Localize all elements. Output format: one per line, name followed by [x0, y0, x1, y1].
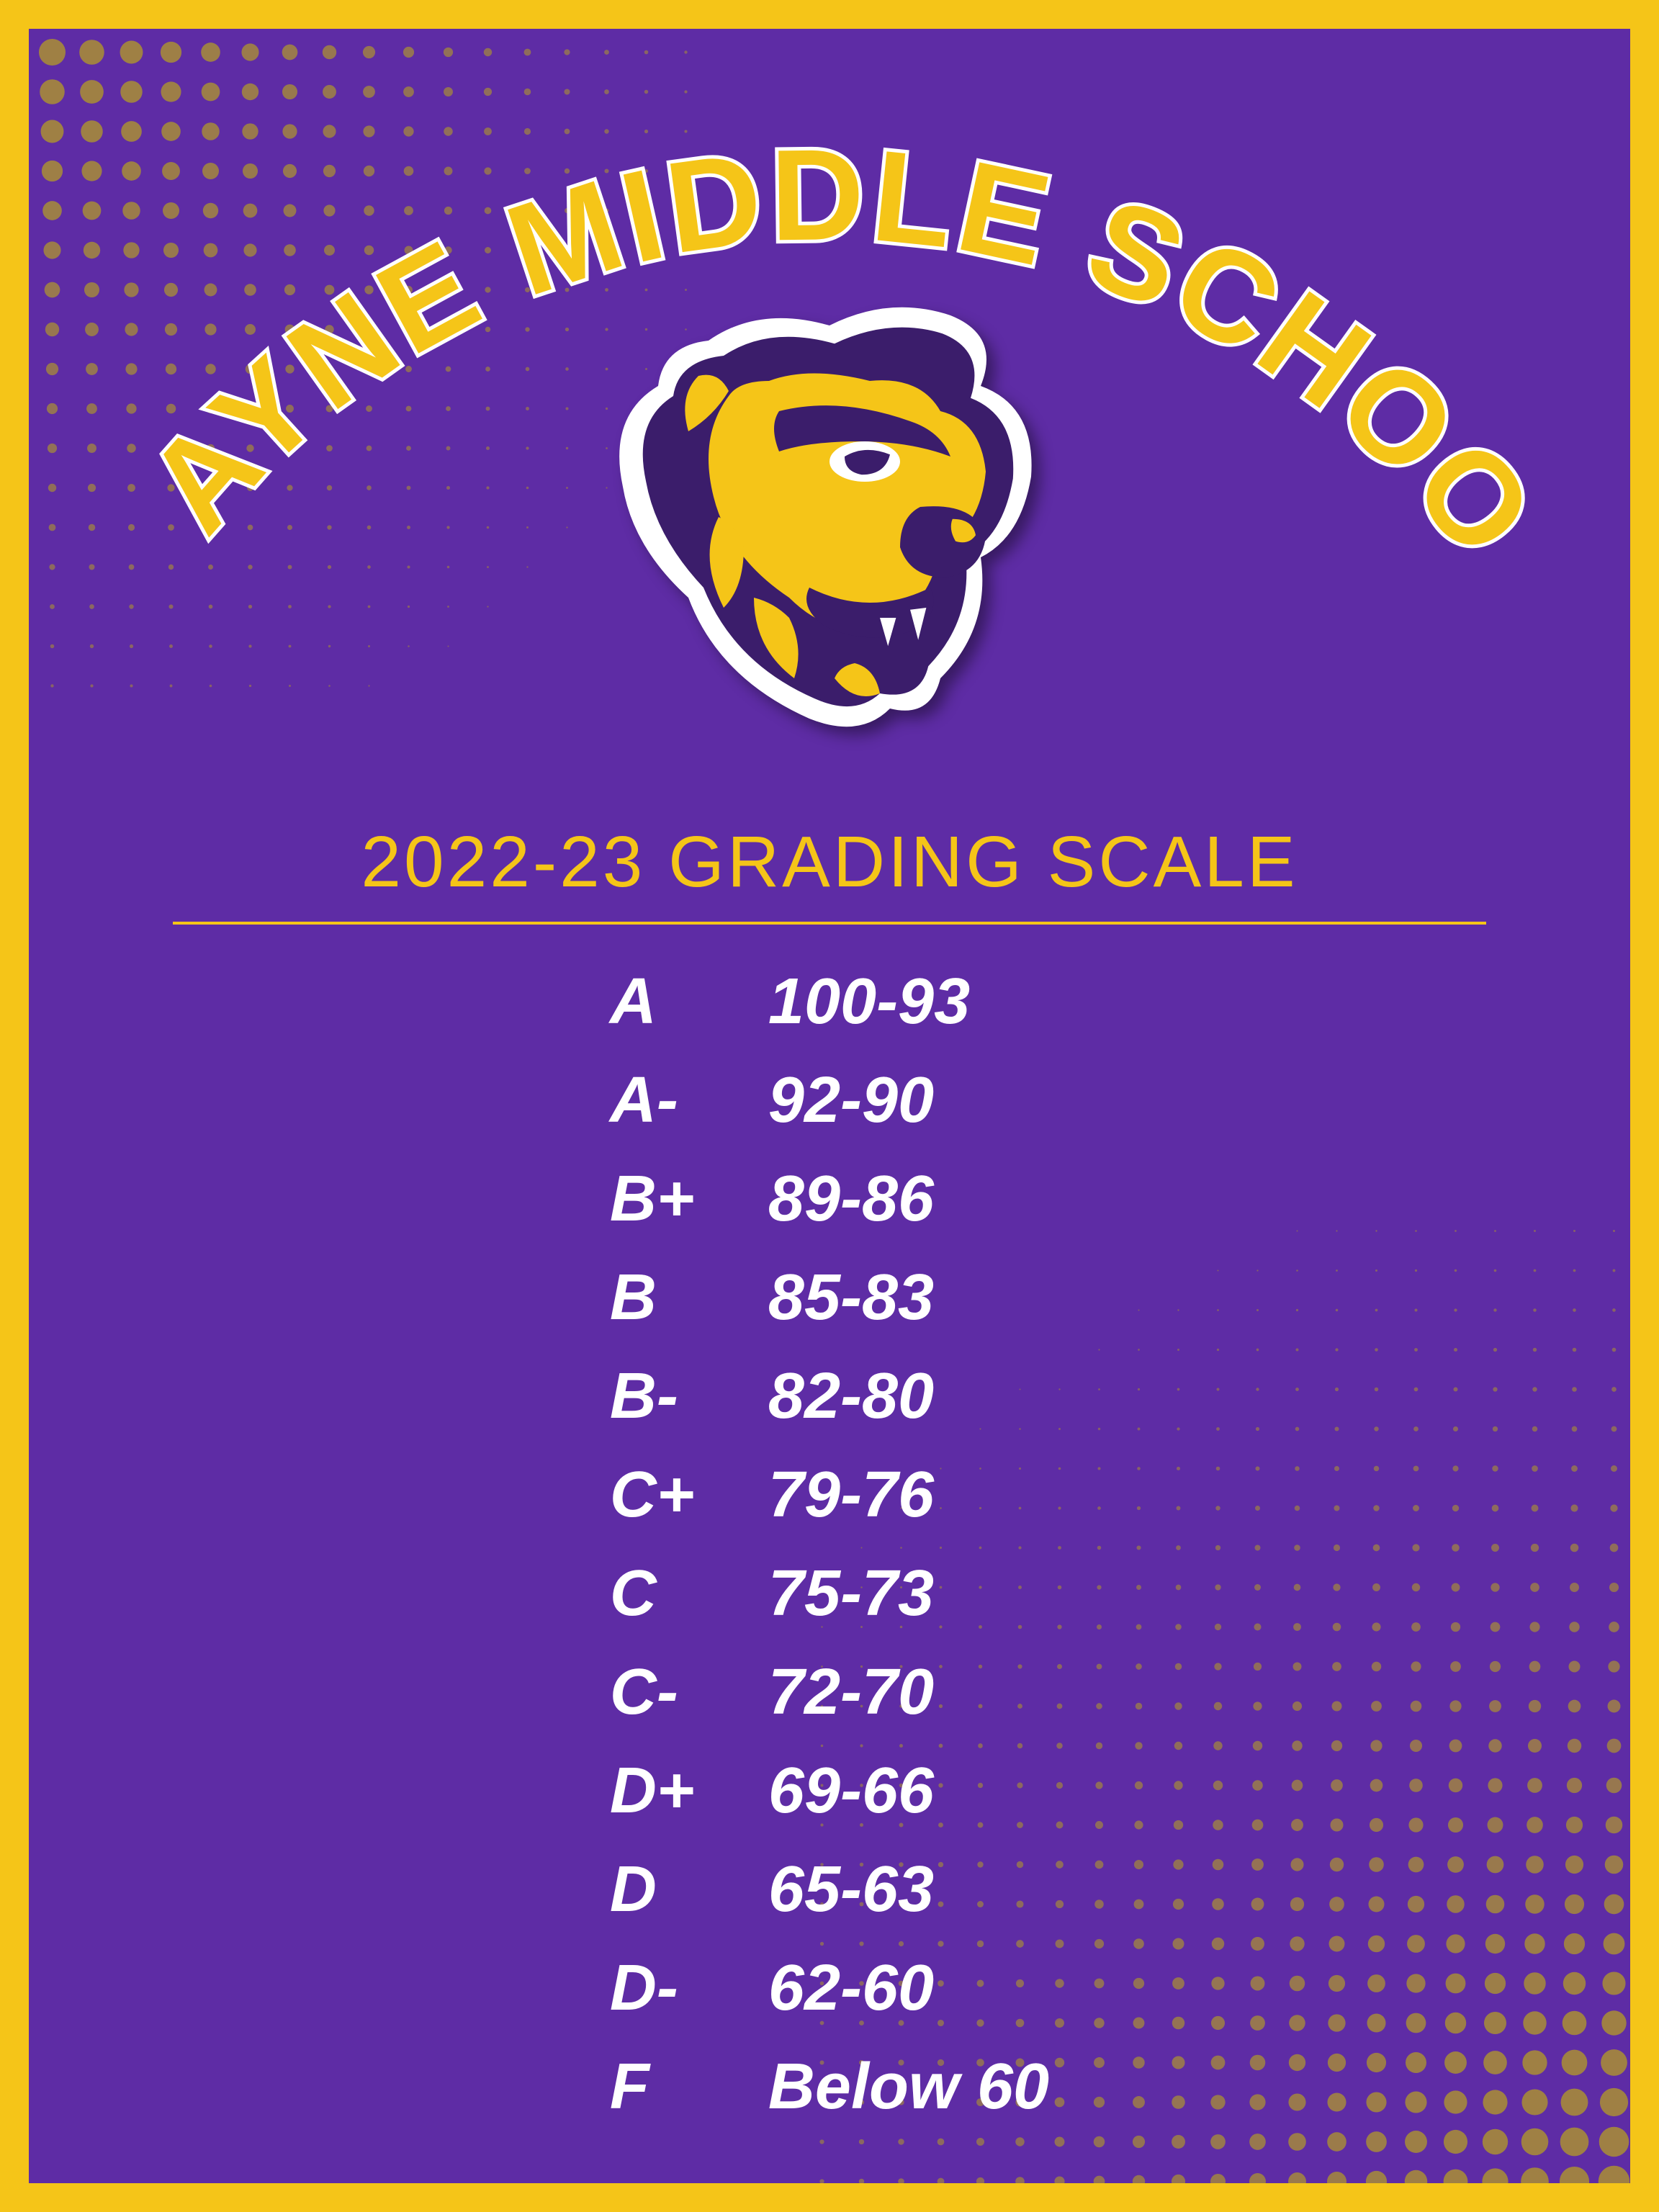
grade-row: D-62-60	[610, 1951, 1049, 2026]
grade-range: 92-90	[768, 1064, 934, 1138]
grade-row: D65-63	[610, 1853, 1049, 1927]
grade-range: 79-76	[768, 1458, 934, 1532]
grade-range: 89-86	[768, 1162, 934, 1236]
grade-row: FBelow 60	[610, 2050, 1049, 2124]
grade-letter: F	[610, 2050, 768, 2124]
grade-range: 69-66	[768, 1754, 934, 1828]
mascot-wolverine-icon	[577, 245, 1082, 749]
grade-letter: D	[610, 1853, 768, 1927]
poster-inner: WAYNE MIDDLE SCHOOL 2022-23 GRADING SCA	[29, 29, 1630, 2183]
grade-row: C-72-70	[610, 1655, 1049, 1730]
grade-letter: C+	[610, 1458, 768, 1532]
grade-letter: B	[610, 1261, 768, 1335]
grade-letter: A	[610, 965, 768, 1039]
grade-row: B85-83	[610, 1261, 1049, 1335]
grade-range: 100-93	[768, 965, 970, 1039]
grading-scale-list: A100-93A-92-90B+89-86B85-83B-82-80C+79-7…	[610, 965, 1049, 2124]
divider-line	[173, 922, 1486, 925]
grade-range: 62-60	[768, 1951, 934, 2026]
grade-range: Below 60	[768, 2050, 1049, 2124]
grade-row: A-92-90	[610, 1064, 1049, 1138]
grade-letter: D-	[610, 1951, 768, 2026]
grade-row: D+69-66	[610, 1754, 1049, 1828]
grade-letter: D+	[610, 1754, 768, 1828]
subtitle: 2022-23 GRADING SCALE	[361, 821, 1298, 904]
grade-letter: B-	[610, 1359, 768, 1434]
grade-row: C75-73	[610, 1557, 1049, 1631]
grade-range: 75-73	[768, 1557, 934, 1631]
grade-range: 85-83	[768, 1261, 934, 1335]
grade-range: 65-63	[768, 1853, 934, 1927]
grade-row: B+89-86	[610, 1162, 1049, 1236]
grade-range: 82-80	[768, 1359, 934, 1434]
grade-row: B-82-80	[610, 1359, 1049, 1434]
grade-letter: B+	[610, 1162, 768, 1236]
grade-row: C+79-76	[610, 1458, 1049, 1532]
grade-letter: C-	[610, 1655, 768, 1730]
grade-letter: C	[610, 1557, 768, 1631]
grade-letter: A-	[610, 1064, 768, 1138]
grade-row: A100-93	[610, 965, 1049, 1039]
grade-range: 72-70	[768, 1655, 934, 1730]
